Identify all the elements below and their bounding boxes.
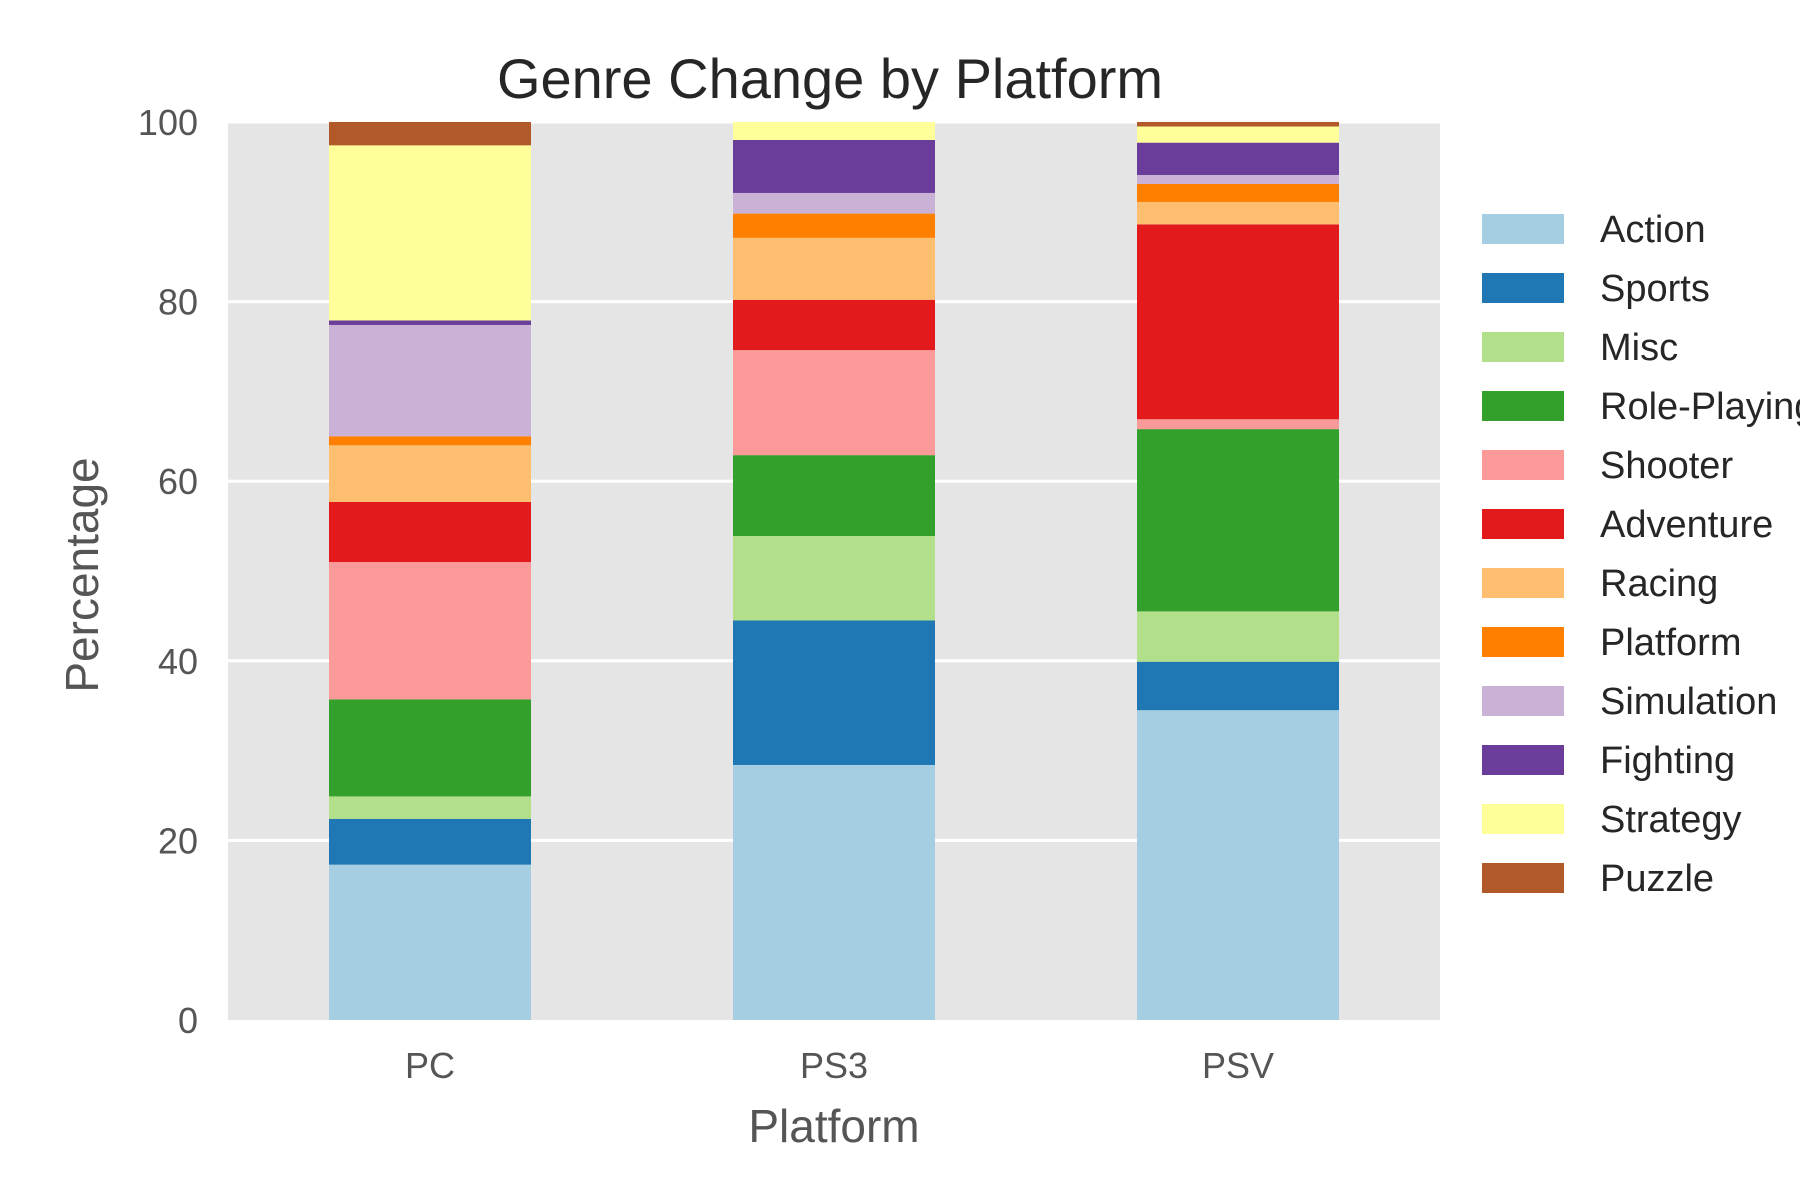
bar-segment-psv-simulation bbox=[1137, 174, 1339, 184]
y-tick-label: 40 bbox=[158, 641, 198, 682]
legend-label: Action bbox=[1600, 209, 1706, 251]
bar-segment-pc-fighting bbox=[329, 320, 531, 325]
bar-segment-pc-misc bbox=[329, 796, 531, 819]
bar-segment-ps3-role-playing bbox=[733, 455, 935, 536]
bar-segment-psv-adventure bbox=[1137, 224, 1339, 420]
bar-segment-psv-misc bbox=[1137, 611, 1339, 662]
bar-segment-psv-strategy bbox=[1137, 126, 1339, 143]
bar-segment-pc-racing bbox=[329, 445, 531, 502]
bar-segment-pc-shooter bbox=[329, 562, 531, 700]
legend-label: Platform bbox=[1600, 622, 1741, 664]
legend-label: Fighting bbox=[1600, 740, 1735, 782]
legend-swatch bbox=[1482, 745, 1564, 775]
bar-segment-pc-role-playing bbox=[329, 699, 531, 797]
legend-label: Strategy bbox=[1600, 799, 1742, 841]
bar-segment-pc-strategy bbox=[329, 145, 531, 321]
legend-swatch bbox=[1482, 627, 1564, 657]
bar-segment-psv-platform bbox=[1137, 183, 1339, 202]
bar-segment-psv-puzzle bbox=[1137, 122, 1339, 127]
legend-label: Puzzle bbox=[1600, 858, 1714, 900]
bar-segment-psv-action bbox=[1137, 710, 1339, 1020]
y-tick-label: 60 bbox=[158, 461, 198, 502]
legend-label: Shooter bbox=[1600, 445, 1733, 487]
bar-segment-ps3-strategy bbox=[733, 122, 935, 140]
legend-swatch bbox=[1482, 214, 1564, 244]
legend-swatch bbox=[1482, 568, 1564, 598]
y-tick-label: 100 bbox=[138, 102, 198, 143]
legend-swatch bbox=[1482, 273, 1564, 303]
legend-swatch bbox=[1482, 804, 1564, 834]
bar-segment-ps3-fighting bbox=[733, 139, 935, 193]
legend-swatch bbox=[1482, 332, 1564, 362]
legend-swatch bbox=[1482, 391, 1564, 421]
bar-segment-pc-puzzle bbox=[329, 122, 531, 146]
x-axis-label: Platform bbox=[748, 1100, 919, 1152]
legend-swatch bbox=[1482, 509, 1564, 539]
bar-segment-psv-sports bbox=[1137, 661, 1339, 711]
x-tick-label: PSV bbox=[1202, 1045, 1274, 1086]
bar-segment-ps3-sports bbox=[733, 620, 935, 765]
chart-title: Genre Change by Platform bbox=[497, 47, 1163, 110]
legend-label: Misc bbox=[1600, 327, 1678, 369]
bar-segment-psv-role-playing bbox=[1137, 429, 1339, 612]
bars bbox=[329, 122, 1339, 1020]
bar-segment-psv-fighting bbox=[1137, 142, 1339, 175]
bar-segment-pc-simulation bbox=[329, 324, 531, 437]
bar-segment-pc-platform bbox=[329, 436, 531, 446]
bar-segment-ps3-racing bbox=[733, 237, 935, 300]
legend-label: Role-Playing bbox=[1600, 386, 1800, 428]
legend-swatch bbox=[1482, 863, 1564, 893]
x-tick-label: PC bbox=[405, 1045, 455, 1086]
legend-label: Simulation bbox=[1600, 681, 1777, 723]
legend-label: Sports bbox=[1600, 268, 1710, 310]
x-tick-label: PS3 bbox=[800, 1045, 868, 1086]
y-tick-label: 0 bbox=[178, 1000, 198, 1041]
bar-segment-ps3-shooter bbox=[733, 350, 935, 456]
y-tick-label: 80 bbox=[158, 282, 198, 323]
bar-segment-ps3-simulation bbox=[733, 192, 935, 214]
bar-segment-pc-adventure bbox=[329, 501, 531, 563]
y-axis-ticks: 0 20 40 60 80 100 bbox=[138, 102, 198, 1041]
y-axis-label: Percentage bbox=[56, 457, 108, 692]
bar-segment-ps3-misc bbox=[733, 535, 935, 621]
legend-label: Adventure bbox=[1600, 504, 1773, 546]
bar-segment-pc-sports bbox=[329, 818, 531, 865]
bar-segment-ps3-platform bbox=[733, 213, 935, 238]
y-tick-label: 20 bbox=[158, 820, 198, 861]
bar-segment-ps3-action bbox=[733, 764, 935, 1020]
bar-segment-psv-racing bbox=[1137, 201, 1339, 225]
bar-segment-ps3-adventure bbox=[733, 299, 935, 351]
legend-swatch bbox=[1482, 686, 1564, 716]
bar-segment-psv-shooter bbox=[1137, 419, 1339, 430]
x-axis-ticks: PC PS3 PSV bbox=[405, 1045, 1274, 1086]
bar-segment-pc-action bbox=[329, 864, 531, 1020]
legend-label: Racing bbox=[1600, 563, 1718, 605]
legend: Action Sports Misc Role-Playing Shooter Adven… bbox=[1482, 209, 1800, 900]
legend-swatch bbox=[1482, 450, 1564, 480]
